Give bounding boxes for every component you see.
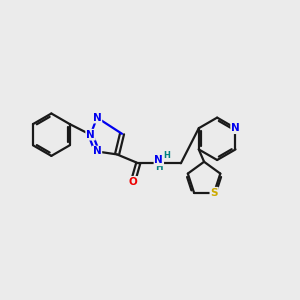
Text: N: N — [93, 112, 101, 123]
Text: H: H — [155, 163, 163, 172]
Text: N: N — [86, 130, 95, 140]
Text: N: N — [231, 123, 240, 133]
Text: O: O — [128, 177, 137, 187]
Text: H: H — [164, 152, 170, 160]
Text: N: N — [93, 146, 101, 157]
Text: S: S — [210, 188, 218, 198]
Text: N: N — [154, 155, 163, 165]
